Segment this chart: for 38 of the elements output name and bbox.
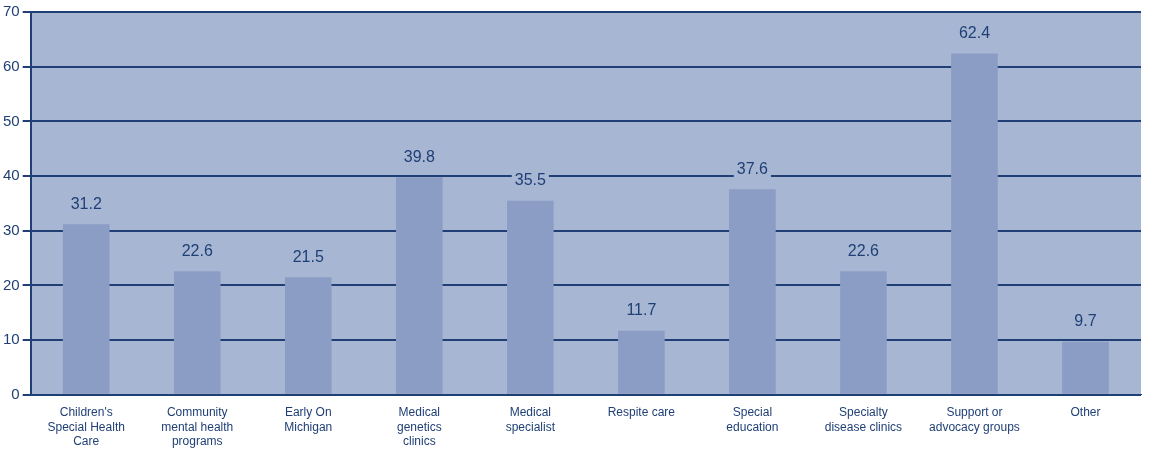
data-label: 22.6 [181, 241, 213, 259]
x-tick-label: Early On Michigan [284, 405, 333, 434]
data-label: 9.7 [1074, 312, 1097, 330]
data-label: 22.6 [847, 241, 880, 259]
bar [729, 189, 776, 394]
data-label: 31.2 [70, 194, 102, 212]
bar [1062, 341, 1109, 394]
x-tick-label: Other [1070, 405, 1101, 420]
data-label: 62.4 [958, 23, 991, 41]
x-tick-label: Specialty disease clinics [824, 405, 903, 434]
x-tick-label: Special education [726, 405, 779, 434]
y-tick-label: 10 [3, 330, 20, 348]
data-label: 39.8 [403, 147, 435, 165]
bar [507, 200, 554, 394]
y-tick-label: 30 [3, 220, 20, 238]
bar [395, 177, 443, 394]
x-tick-label: Medical genetics clinics [396, 405, 442, 449]
data-label: 11.7 [626, 301, 657, 319]
x-tick-label: Respite care [607, 405, 676, 420]
y-tick-label: 20 [3, 275, 20, 293]
bar [173, 271, 221, 394]
bar [284, 277, 332, 394]
bar [62, 224, 110, 394]
y-tick-label: 40 [3, 166, 20, 184]
y-tick-label: 0 [11, 384, 20, 402]
y-tick-label: 70 [3, 2, 20, 20]
x-tick-label: Children's Special Health Care [47, 405, 125, 449]
x-tick-label: Support or advocacy groups [929, 405, 1020, 434]
x-tick-label: Community mental health programs [161, 405, 234, 449]
y-tick-label: 60 [3, 56, 20, 74]
data-label: 21.5 [292, 247, 324, 265]
bar [840, 271, 887, 394]
y-tick-label: 50 [3, 111, 20, 129]
data-label: 37.6 [736, 159, 769, 177]
x-tick-label: Medical specialist [505, 405, 556, 434]
bar [618, 330, 665, 394]
data-label: 35.5 [514, 171, 546, 189]
bar [951, 53, 998, 394]
